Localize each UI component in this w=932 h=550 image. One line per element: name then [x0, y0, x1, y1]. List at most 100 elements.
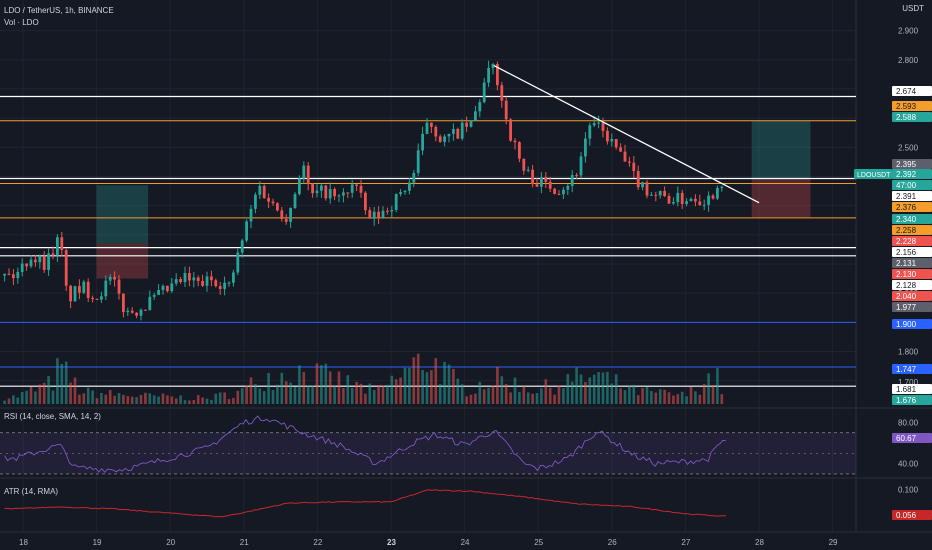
candle-body	[601, 122, 605, 131]
volume-bar	[201, 397, 204, 404]
volume-bar	[196, 395, 200, 404]
volume-bar	[306, 385, 310, 404]
volume-bar	[504, 384, 508, 404]
price-tag-label: 2.376	[896, 203, 917, 212]
candle-body	[3, 273, 6, 276]
volume-bar	[434, 358, 438, 404]
volume-bar	[663, 389, 666, 404]
trendline-group[interactable]	[493, 65, 760, 204]
volume-bar	[500, 376, 504, 404]
candle-body	[148, 296, 152, 311]
volume-indicator-label[interactable]: Vol · LDO	[4, 18, 39, 27]
candle-body	[658, 190, 662, 196]
candle-body	[469, 120, 473, 127]
volume-bar	[302, 371, 306, 404]
candle-body	[645, 182, 649, 196]
candle-body	[214, 280, 218, 287]
volume-bar	[403, 367, 407, 404]
volume-bar	[271, 389, 275, 404]
volume-bar	[447, 364, 451, 404]
candle-body	[51, 253, 55, 256]
volume-bar	[496, 366, 499, 404]
volume-bar	[522, 386, 526, 404]
volume-bar	[526, 392, 530, 404]
candle-body	[438, 136, 442, 142]
candle-body	[636, 171, 640, 188]
volume-bar	[658, 389, 662, 404]
volume-bar	[12, 395, 15, 404]
volume-bar	[324, 363, 328, 404]
volume-bar	[509, 392, 512, 404]
candle-body	[201, 281, 204, 286]
volume-bar	[280, 372, 284, 404]
volume-bar	[513, 377, 517, 404]
trendline[interactable]	[493, 65, 760, 204]
candle-body	[56, 237, 59, 256]
volume-bar	[601, 372, 605, 404]
candle-body	[258, 185, 262, 195]
currency-label: USDT	[902, 4, 924, 13]
volume-bar	[575, 367, 578, 404]
volume-bar	[610, 383, 614, 404]
volume-bars	[3, 353, 724, 404]
volume-bar	[126, 396, 130, 404]
candle-body	[170, 283, 174, 292]
candle-body	[271, 201, 275, 204]
candle-body	[38, 256, 42, 263]
atr-title: ATR (14, RMA)	[4, 487, 58, 496]
candle-body	[267, 198, 270, 202]
volume-bar	[711, 384, 715, 404]
volume-bar	[82, 393, 86, 404]
candle-body	[632, 162, 636, 172]
volume-bar	[86, 387, 90, 404]
candle-body	[254, 194, 257, 209]
volume-bar	[148, 393, 152, 404]
chart-title[interactable]: LDO / TetherUS, 1h, BINANCE	[4, 6, 114, 15]
candle-body	[702, 204, 706, 206]
candle-body	[487, 67, 490, 83]
candle-body	[698, 201, 702, 206]
time-tick-label: 27	[681, 538, 690, 547]
grid	[0, 0, 932, 533]
price-tag-label: 1.900	[896, 320, 917, 329]
time-tick-label: 29	[829, 538, 838, 547]
countdown-box	[892, 180, 932, 190]
candle-body	[293, 194, 297, 208]
long-position-target-zone[interactable]	[751, 121, 811, 179]
candle-body	[350, 184, 354, 193]
candle-body	[447, 133, 451, 137]
price-tag-box	[892, 364, 932, 374]
volume-bar	[412, 357, 416, 404]
candle-body	[337, 195, 341, 197]
candle-body	[500, 85, 504, 101]
long-position-target-zone[interactable]	[96, 185, 149, 244]
price-tick-label: 1.700	[898, 378, 919, 387]
volume-bar	[654, 392, 658, 404]
price-tick-label: 2.500	[898, 143, 919, 152]
candle-body	[122, 293, 125, 313]
candle-body	[25, 263, 28, 267]
long-position-stop-zone[interactable]	[96, 243, 149, 279]
time-axis[interactable]: 18 19 20 21 22 23 24 25 26 27 28 29	[19, 538, 838, 547]
candle-body	[161, 285, 165, 290]
volume-bar	[25, 390, 28, 404]
time-tick-label: 26	[608, 538, 617, 547]
candle-body	[443, 136, 446, 142]
volume-bar	[56, 358, 59, 404]
volume-bar	[139, 394, 143, 404]
price-tag-box	[892, 225, 932, 235]
time-tick-label: 19	[93, 538, 102, 547]
volume-bar	[78, 394, 81, 404]
price-tag-label: 2.674	[896, 87, 917, 96]
candle-body	[509, 119, 512, 141]
volume-bar	[381, 385, 385, 404]
price-tag-box	[892, 319, 932, 329]
long-position-stop-zone[interactable]	[751, 178, 811, 218]
volume-bar	[377, 385, 380, 404]
candle-body	[328, 189, 332, 199]
position-boxes[interactable]	[96, 121, 811, 279]
candle-body	[113, 276, 116, 280]
candle-body	[592, 123, 596, 126]
volume-bar	[430, 370, 433, 404]
